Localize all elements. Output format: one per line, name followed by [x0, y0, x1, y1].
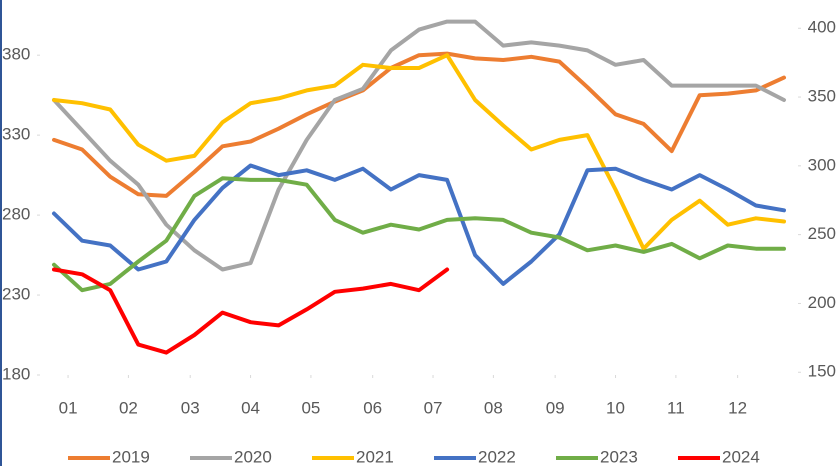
- series-line: [52, 163, 786, 286]
- series-line: [52, 53, 786, 251]
- x-tick-label: 02: [119, 398, 138, 417]
- y-tick-label: 330: [2, 125, 30, 144]
- x-tick-label: 04: [241, 398, 260, 417]
- y-tick-label: 230: [2, 285, 30, 304]
- series-line: [52, 51, 786, 198]
- x-tick-label: 09: [546, 398, 565, 417]
- legend-label: 2024: [722, 447, 760, 466]
- x-tick-label: 03: [181, 398, 200, 417]
- series-line: [52, 267, 450, 355]
- y2-tick-label: 350: [808, 87, 836, 106]
- legend-label: 2019: [112, 447, 150, 466]
- y2-tick-label: 400: [808, 18, 836, 37]
- x-tick-label: 10: [606, 398, 625, 417]
- y2-tick-label: 150: [808, 362, 836, 381]
- legend-label: 2021: [356, 447, 394, 466]
- y-tick-label: 380: [2, 45, 30, 64]
- series-line: [52, 19, 786, 272]
- x-tick-label: 08: [484, 398, 503, 417]
- x-tick-label: 12: [728, 398, 747, 417]
- legend-label: 2023: [600, 447, 638, 466]
- y-tick-label: 180: [2, 364, 30, 383]
- x-tick-label: 01: [59, 398, 78, 417]
- x-tick-label: 07: [424, 398, 443, 417]
- series-line: [52, 176, 786, 293]
- x-tick-label: 11: [667, 398, 685, 417]
- y2-tick-label: 300: [808, 155, 836, 174]
- legend-label: 2022: [478, 447, 516, 466]
- y2-tick-label: 250: [808, 224, 836, 243]
- y2-tick-label: 200: [808, 293, 836, 312]
- x-tick-label: 06: [363, 398, 382, 417]
- x-tick-label: 05: [301, 398, 320, 417]
- legend-label: 2020: [234, 447, 272, 466]
- y-tick-label: 280: [2, 205, 30, 224]
